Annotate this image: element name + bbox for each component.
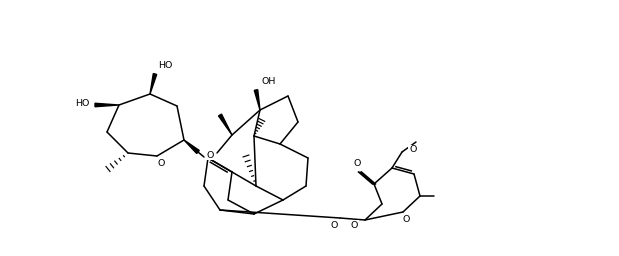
Text: O: O	[157, 158, 165, 167]
Text: O: O	[206, 151, 214, 159]
Polygon shape	[95, 103, 119, 107]
Polygon shape	[184, 140, 199, 154]
Polygon shape	[150, 73, 157, 94]
Text: O: O	[350, 220, 358, 229]
Text: O: O	[402, 215, 410, 223]
Polygon shape	[254, 90, 260, 110]
Text: O: O	[353, 159, 361, 168]
Text: HO: HO	[158, 61, 172, 70]
Polygon shape	[219, 114, 232, 135]
Text: O: O	[409, 145, 417, 155]
Text: HO: HO	[75, 100, 89, 109]
Text: OH: OH	[262, 78, 276, 87]
Text: O: O	[331, 220, 338, 229]
